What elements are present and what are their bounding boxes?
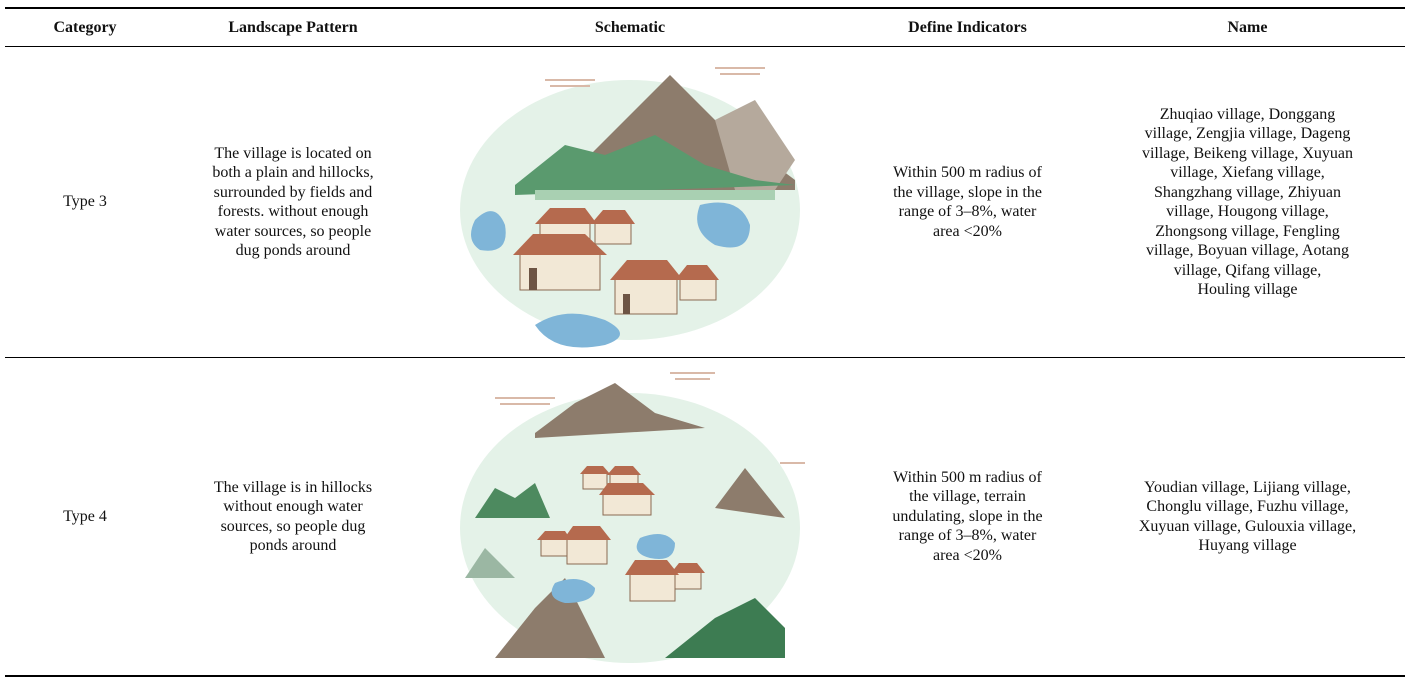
pattern-cell: The village is located on both a plain an… bbox=[168, 47, 418, 357]
text-line: village, Hougong village, bbox=[1166, 203, 1329, 220]
text-line: Shangzhang village, Zhiyuan bbox=[1153, 183, 1342, 201]
name-cell: Zhuqiao village, Donggang village, Zengji… bbox=[1100, 47, 1395, 357]
category-cell: Type 3 bbox=[20, 47, 150, 357]
category-cell: Type 4 bbox=[20, 358, 150, 675]
text-line: undulating, slope in the bbox=[892, 507, 1043, 525]
header-rule bbox=[5, 46, 1405, 47]
text-line: without enough water bbox=[223, 498, 363, 515]
text-line: the village, slope in the bbox=[893, 183, 1042, 201]
text-line: dug ponds around bbox=[235, 242, 351, 259]
header-cell: Category bbox=[53, 19, 117, 37]
bottom-rule bbox=[5, 675, 1405, 677]
text-line: Zhuqiao village, Donggang bbox=[1159, 105, 1336, 123]
indicators-cell: Within 500 m radius of the village, terra… bbox=[850, 358, 1085, 675]
indicators-cell: Within 500 m radius of the village, slope… bbox=[850, 47, 1085, 357]
header-cell: Define Indicators bbox=[908, 19, 1027, 37]
text-line: sources, so people dug bbox=[220, 517, 366, 535]
text-line: Xuyuan village, Gulouxia village, bbox=[1138, 517, 1357, 535]
header-cell: Name bbox=[1227, 19, 1268, 37]
text-line: Chonglu village, Fuzhu village, bbox=[1146, 498, 1349, 515]
text-line: village, Beikeng village, Xuyuan bbox=[1141, 144, 1354, 162]
text-line: the village, terrain bbox=[909, 488, 1026, 506]
schematic-type-3 bbox=[460, 67, 800, 348]
text-line: village, Xiefang village, bbox=[1170, 164, 1325, 181]
text-line: range of 3–8%, water bbox=[898, 527, 1037, 545]
text-line: water sources, so people bbox=[214, 222, 372, 240]
text-line: Zhongsong village, Fengling bbox=[1155, 222, 1340, 240]
text-line: Houling village bbox=[1197, 281, 1298, 298]
text-line: Youdian village, Lijiang village, bbox=[1144, 478, 1351, 496]
text-line: Type 4 bbox=[63, 507, 107, 525]
text-line: forests. without enough bbox=[217, 203, 369, 220]
header-cell: Schematic bbox=[594, 19, 666, 37]
text-line: Huyang village bbox=[1198, 537, 1297, 554]
top-rule bbox=[5, 7, 1405, 9]
text-line: Type 3 bbox=[63, 193, 107, 211]
text-line: Within 500 m radius of bbox=[893, 468, 1042, 486]
text-line: village, Zengjia village, Dageng bbox=[1144, 125, 1351, 142]
name-cell: Youdian village, Lijiang village, Chonglu… bbox=[1100, 358, 1395, 675]
text-line: The village is in hillocks bbox=[213, 478, 373, 496]
text-line: range of 3–8%, water bbox=[898, 203, 1037, 220]
row-rule bbox=[5, 357, 1405, 358]
text-line: both a plain and hillocks, bbox=[212, 164, 374, 181]
text-line: ponds around bbox=[249, 537, 337, 554]
pattern-cell: The village is in hillocks without enough… bbox=[168, 358, 418, 675]
text-line: village, Qifang village, bbox=[1173, 261, 1322, 279]
text-line: surrounded by fields and bbox=[213, 183, 373, 201]
header-cell: Landscape Pattern bbox=[228, 19, 358, 37]
text-line: The village is located on bbox=[214, 144, 372, 162]
text-line: Within 500 m radius of bbox=[893, 164, 1042, 181]
text-line: area <20% bbox=[933, 546, 1002, 564]
schematic-type-4 bbox=[460, 372, 805, 663]
text-line: village, Boyuan village, Aotang bbox=[1145, 242, 1350, 259]
text-line: area <20% bbox=[933, 222, 1002, 240]
